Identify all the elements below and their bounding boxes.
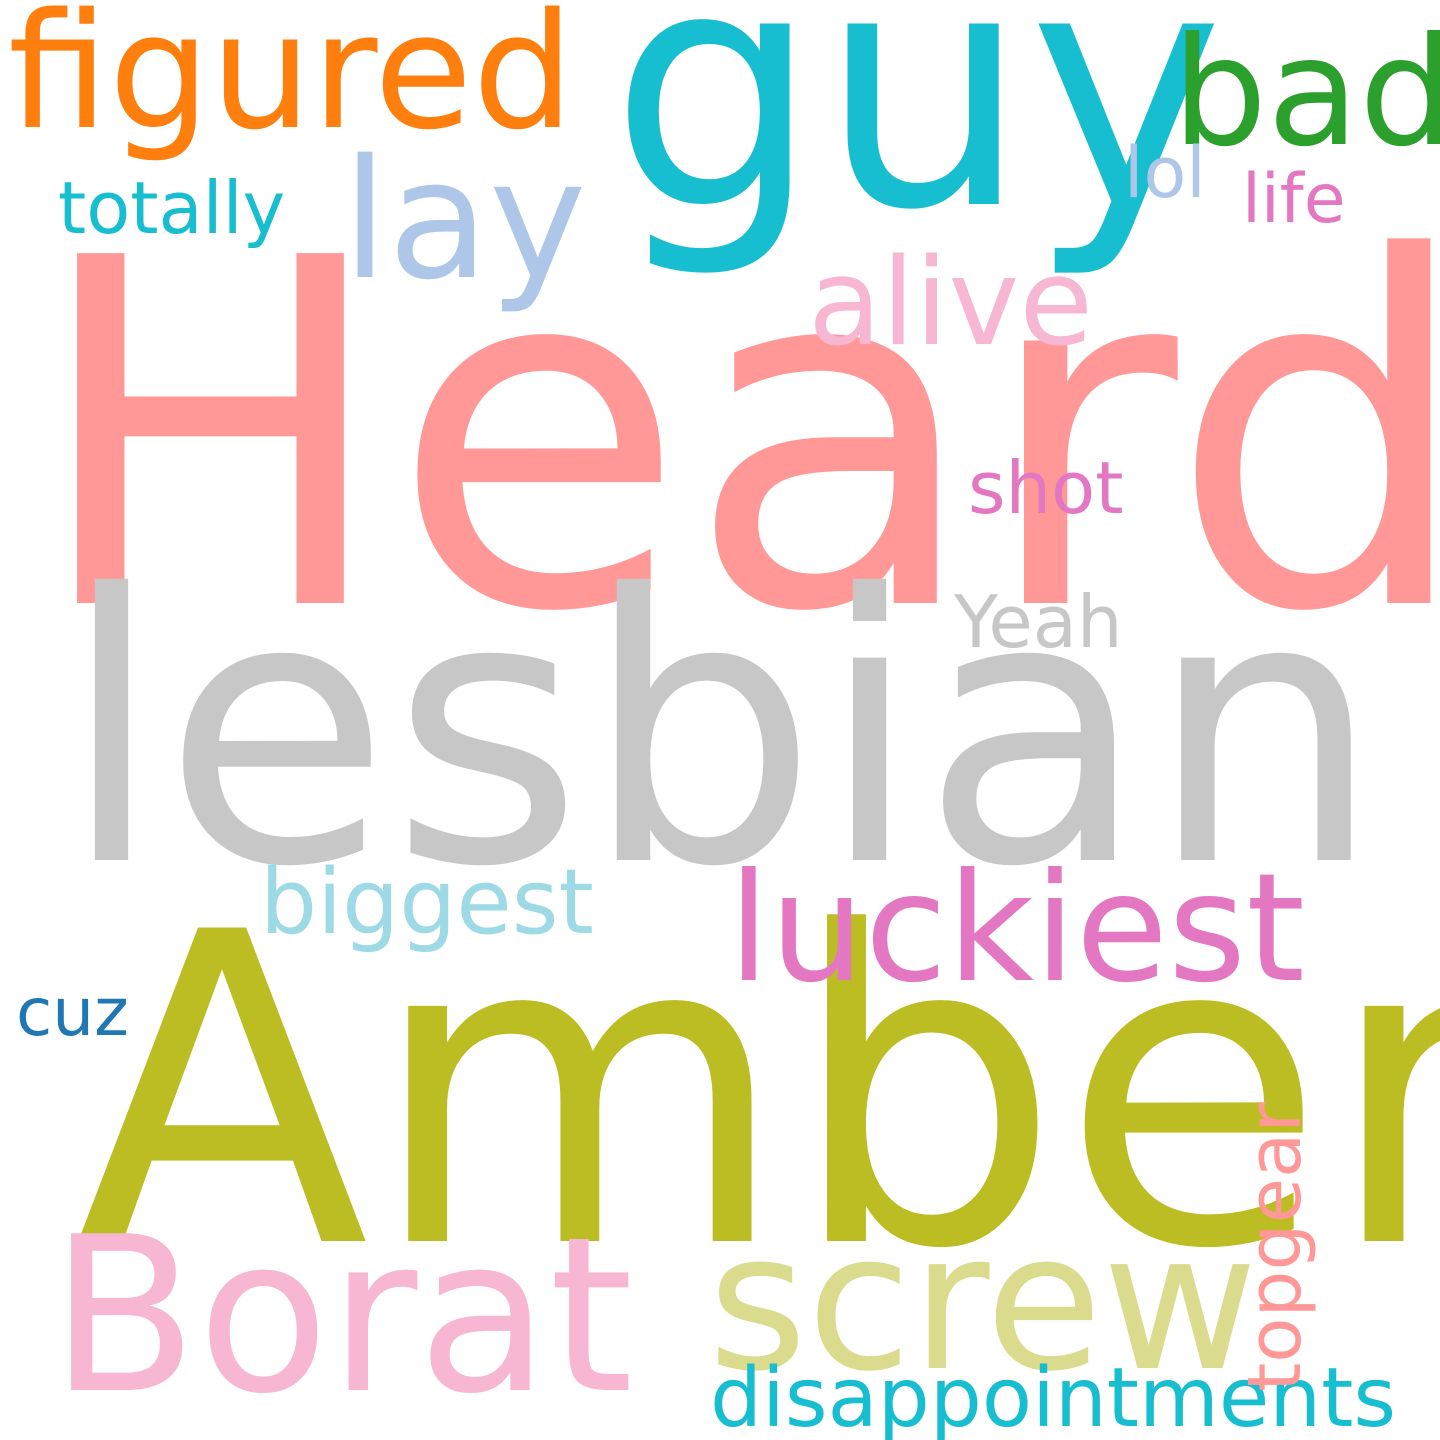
word-guy: guy bbox=[610, 0, 1224, 282]
word-shot: shot bbox=[968, 446, 1124, 530]
word-borat: Borat bbox=[50, 1190, 634, 1440]
word-amber: Amber bbox=[75, 843, 1440, 1343]
word-lesbian: lesbian bbox=[60, 518, 1383, 948]
word-alive: alive bbox=[808, 234, 1094, 373]
word-bad: bad bbox=[1172, 6, 1440, 180]
word-lay: lay bbox=[342, 124, 587, 316]
word-heard: Heard bbox=[30, 158, 1440, 717]
word-luckiest: luckiest bbox=[728, 842, 1306, 1016]
word-life: life bbox=[1242, 160, 1346, 239]
word-biggest: biggest bbox=[260, 850, 594, 955]
word-screw: screw bbox=[708, 1192, 1258, 1413]
word-lol: lol bbox=[1124, 132, 1206, 214]
word-yeah: Yeah bbox=[954, 580, 1123, 664]
word-disappointments: disappointments bbox=[710, 1351, 1397, 1440]
word-cuz: cuz bbox=[16, 974, 129, 1051]
word-totally: totally bbox=[58, 166, 286, 250]
word-figured: figured bbox=[8, 0, 575, 165]
word-topgear: topgear bbox=[1231, 1102, 1318, 1392]
